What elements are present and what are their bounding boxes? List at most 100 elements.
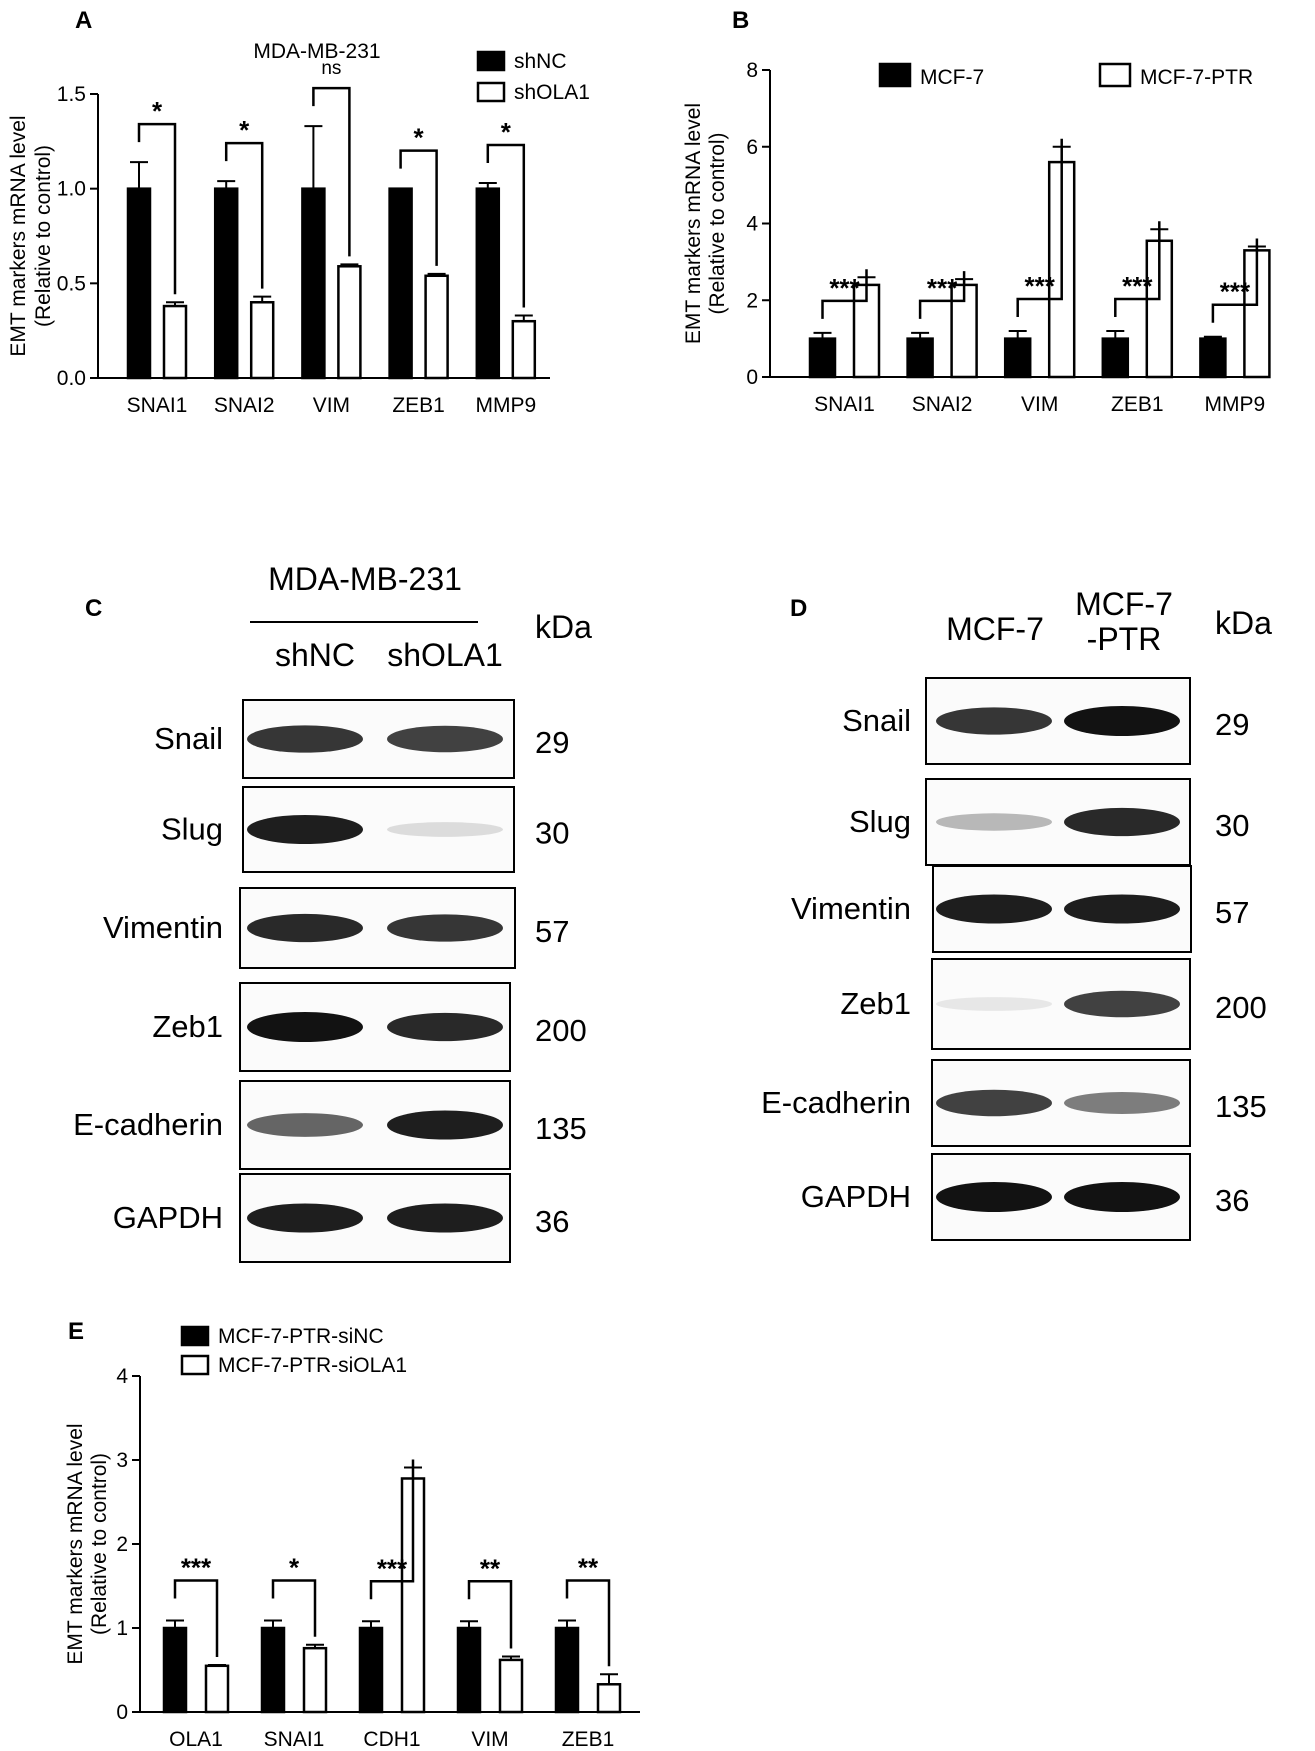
y-axis-label: EMT markers mRNA level — [64, 1423, 87, 1664]
y-axis-label-sub: (Relative to control) — [32, 145, 55, 327]
x-tick-label: MMP9 — [1205, 393, 1266, 416]
kda-value: 57 — [535, 914, 569, 949]
protein-band — [936, 1089, 1052, 1117]
y-tick-label: 4 — [746, 213, 758, 236]
legend-label: MCF-7 — [920, 66, 984, 89]
panel-letter-e: E — [68, 1318, 84, 1345]
legend-swatch — [878, 62, 912, 88]
significance-label: *** — [1025, 271, 1056, 301]
protein-band — [387, 1012, 503, 1042]
significance-bracket — [1211, 238, 1259, 323]
bar-control — [301, 187, 326, 380]
legend-label: shNC — [514, 50, 567, 73]
protein-band — [387, 1203, 503, 1233]
protein-band — [247, 1012, 363, 1042]
x-tick-label: ZEB1 — [392, 394, 445, 417]
kda-value: 200 — [535, 1013, 587, 1048]
protein-band — [387, 914, 503, 942]
kda-value: 36 — [1215, 1183, 1249, 1218]
protein-band — [936, 1182, 1052, 1212]
bar-treatment — [204, 1664, 230, 1714]
lane-label: -PTR — [1087, 621, 1162, 657]
y-axis-label: EMT markers mRNA level — [7, 115, 30, 356]
kda-value: 30 — [1215, 808, 1249, 843]
x-tick-label: OLA1 — [169, 1728, 223, 1751]
y-tick-label: 1.0 — [57, 178, 86, 201]
protein-label: Snail — [842, 703, 911, 738]
legend-label: MCF-7-PTR-siOLA1 — [218, 1354, 407, 1377]
significance-bracket — [1016, 138, 1063, 317]
bar-control — [358, 1626, 384, 1714]
protein-band — [936, 813, 1052, 831]
significance-bracket — [399, 149, 438, 266]
y-axis-label: EMT markers mRNA level — [682, 103, 705, 344]
bar-treatment — [302, 1646, 328, 1714]
protein-label: Zeb1 — [840, 986, 911, 1021]
panel-letter-b: B — [732, 7, 749, 34]
y-tick-label: 4 — [116, 1365, 128, 1388]
y-axis-label-sub: (Relative to control) — [88, 1453, 111, 1635]
significance-label: * — [501, 117, 512, 147]
protein-band — [936, 707, 1052, 735]
protein-band — [247, 1203, 363, 1233]
protein-band — [387, 1110, 503, 1140]
bar-control — [162, 1626, 188, 1714]
x-tick-label: SNAI1 — [264, 1728, 325, 1751]
protein-band — [1064, 894, 1180, 924]
protein-label: GAPDH — [801, 1179, 911, 1214]
kda-value: 57 — [1215, 895, 1249, 930]
protein-band — [936, 894, 1052, 924]
bar-treatment — [498, 1658, 524, 1714]
protein-band — [1064, 706, 1180, 736]
significance-bracket — [224, 141, 264, 289]
protein-band — [247, 725, 363, 753]
bar-treatment — [162, 304, 188, 380]
significance-label: * — [239, 115, 250, 145]
bar-control — [1003, 337, 1032, 379]
chart-e: 0 1 2 3 4 EMT markers mRNA level (Relative to … — [64, 1325, 640, 1751]
y-tick-label: 2 — [116, 1533, 128, 1556]
significance-bracket — [173, 1579, 219, 1657]
y-tick-label: 8 — [746, 59, 758, 82]
protein-label: Slug — [161, 812, 223, 847]
kda-value: 29 — [535, 725, 569, 760]
panel-letter-d: D — [790, 595, 807, 622]
x-tick-label: MMP9 — [475, 394, 536, 417]
significance-label: ** — [480, 1553, 501, 1583]
y-axis-label-sub: (Relative to control) — [706, 132, 729, 314]
significance-label: * — [152, 96, 163, 126]
significance-label: *** — [181, 1552, 212, 1582]
y-tick-label: 6 — [746, 136, 758, 159]
bar-treatment — [249, 301, 275, 380]
x-tick-label: VIM — [313, 394, 350, 417]
kda-value: 29 — [1215, 707, 1249, 742]
significance-bracket — [312, 86, 351, 257]
y-tick-label: 1.5 — [57, 83, 86, 106]
y-tick-label: 0.5 — [57, 272, 86, 295]
bar-control — [1199, 337, 1227, 379]
significance-bracket — [137, 122, 177, 295]
protein-label: Vimentin — [103, 910, 223, 945]
significance-label: *** — [927, 273, 958, 303]
blot-header: MDA-MB-231 — [268, 561, 462, 597]
significance-bracket — [918, 271, 966, 319]
significance-bracket — [565, 1579, 611, 1667]
bar-treatment — [511, 319, 537, 380]
bar-control — [126, 187, 152, 380]
bar-control — [213, 187, 239, 380]
x-tick-label: ZEB1 — [562, 1728, 615, 1751]
kda-value: 36 — [535, 1204, 569, 1239]
kda-value: 200 — [1215, 990, 1267, 1025]
significance-label: *** — [1220, 277, 1251, 307]
protein-label: Snail — [154, 721, 223, 756]
y-tick-label: 2 — [746, 289, 758, 312]
significance-label: *** — [1122, 271, 1153, 301]
protein-band — [247, 1113, 363, 1137]
chart-title: MDA-MB-231 — [253, 40, 380, 63]
lane-label: MCF-7 — [946, 611, 1044, 647]
y-tick-label: 0 — [116, 1701, 128, 1724]
protein-band — [247, 814, 363, 845]
bar-control — [554, 1626, 580, 1714]
significance-label: *** — [377, 1553, 408, 1583]
